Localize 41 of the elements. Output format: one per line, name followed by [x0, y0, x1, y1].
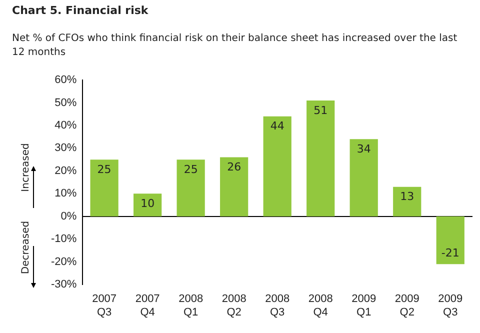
data-label: 51	[314, 104, 328, 117]
y-tick-label: -30%	[50, 278, 77, 291]
data-label: 44	[270, 120, 284, 133]
x-tick-label: 2008 Q4	[308, 293, 333, 318]
data-label: 25	[97, 162, 112, 176]
chart-subtitle: Net % of CFOs who think financial risk on their balance sheet has increased over the last 12 months	[12, 32, 458, 60]
y-tick-label: 40%	[54, 120, 77, 132]
y-tick-label: 50%	[54, 96, 77, 109]
y-tick-label: 20%	[54, 164, 77, 177]
bar	[176, 160, 205, 216]
bar	[393, 186, 422, 216]
x-tick-label: 2007 Q3	[92, 293, 117, 318]
x-tick-label: 2008 Q1	[178, 293, 204, 318]
data-label: 34	[356, 142, 371, 156]
x-tick-label: 2009 Q3	[438, 293, 463, 318]
x-tick-label: 2009 Q2	[394, 293, 420, 318]
data-label: 26	[227, 160, 242, 174]
data-label: 25	[184, 162, 198, 176]
text: Decreased	[20, 220, 32, 276]
data-label: 13	[400, 190, 414, 204]
bar	[220, 157, 248, 216]
x-tick-label: 2009 Q1	[352, 293, 376, 318]
data-label: 10	[140, 197, 155, 210]
chart-title: Chart 5. Financial risk	[12, 4, 148, 17]
bar	[90, 160, 118, 216]
x-tick-label: 2008 Q2	[222, 293, 246, 318]
y-tick-label: 10%	[54, 188, 77, 200]
y-tick-label: -20%	[50, 256, 77, 268]
x-tick-label: 2007 Q4	[135, 293, 160, 318]
y-tick-label: 30%	[54, 142, 77, 154]
bar	[263, 116, 292, 216]
y-tick-label: 0%	[60, 210, 77, 222]
x-tick-label: 2008 Q3	[265, 293, 290, 318]
bar	[134, 194, 162, 216]
y-tick-label: 60%	[54, 74, 77, 86]
data-label: -21	[441, 246, 460, 260]
bar	[350, 139, 378, 216]
y-tick-label: -10%	[50, 233, 77, 246]
text: Increased	[20, 142, 32, 194]
bar	[436, 216, 464, 264]
bar	[306, 100, 335, 216]
